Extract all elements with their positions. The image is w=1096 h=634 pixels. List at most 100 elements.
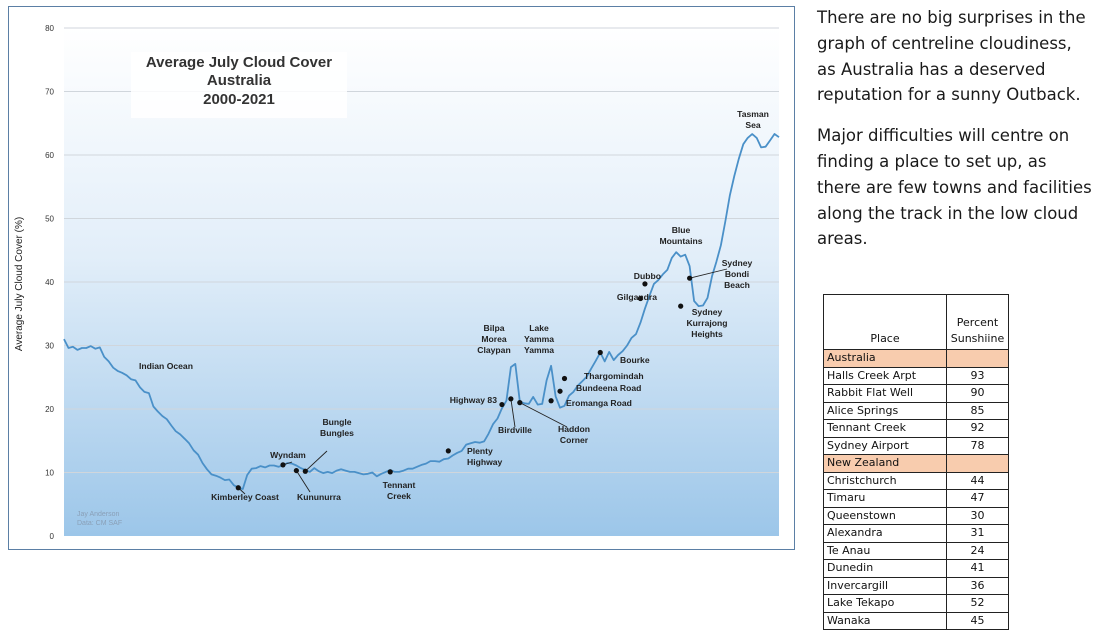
sunshine-value-cell: 78 <box>946 436 1009 455</box>
annotation: Highway 83 <box>450 395 505 408</box>
chart-title-line-1: Average July Cloud Cover <box>146 54 332 71</box>
y-tick-label: 20 <box>45 405 54 414</box>
commentary-paragraph-1: There are no big surprises in the graph … <box>817 8 1086 105</box>
annotation-label: Sydney <box>722 258 753 268</box>
group-empty-cell <box>946 349 1009 368</box>
y-tick-label: 70 <box>45 88 54 97</box>
annotation-label: Corner <box>560 435 589 445</box>
annotation-label: Plenty <box>467 446 493 456</box>
y-tick-label: 0 <box>50 532 55 541</box>
sunshine-value-cell: 41 <box>946 559 1009 578</box>
table-row: Christchurch 44 <box>823 471 1009 490</box>
sunshine-value-cell: 45 <box>946 611 1009 630</box>
annotation-label: Highway 83 <box>450 395 498 405</box>
chart-title-line-2: Australia <box>207 72 272 89</box>
place-cell: Lake Tekapo <box>823 594 947 613</box>
annotation-label: Bungles <box>320 428 354 438</box>
place-cell: Timaru <box>823 489 947 508</box>
table-row: Invercargill 36 <box>823 576 1009 595</box>
annotation: Dubbo <box>634 271 661 287</box>
table-row: Lake Tekapo 52 <box>823 594 1009 613</box>
annotation-label: Yamma <box>524 345 554 355</box>
annotation-marker <box>687 275 693 281</box>
credit-author: Jay Anderson <box>77 511 120 518</box>
annotation-label: Dubbo <box>634 271 661 281</box>
annotation-label: Haddon <box>558 424 590 434</box>
place-cell: Christchurch <box>823 471 947 490</box>
header-percent-sunshine: Percent Sunshiine <box>946 294 1009 350</box>
place-cell: Dunedin <box>823 559 947 578</box>
annotation: Indian Ocean <box>139 361 193 371</box>
annotation-marker <box>642 281 648 287</box>
annotation-marker <box>235 485 241 491</box>
title-backdrop <box>131 52 347 118</box>
place-cell: Queenstown <box>823 506 947 525</box>
annotation: Eromanga Road <box>548 398 632 408</box>
annotation-marker <box>508 396 514 402</box>
table-row: Queenstown 30 <box>823 506 1009 525</box>
credit-source: Data: CM SAF <box>77 520 122 527</box>
table-header-row: Place Percent Sunshiine <box>823 294 1009 350</box>
annotation-label: Yamma <box>524 334 554 344</box>
commentary-text: There are no big surprises in the graph … <box>817 5 1092 267</box>
sunshine-value-cell: 24 <box>946 541 1009 560</box>
sunshine-value-cell: 85 <box>946 401 1009 420</box>
annotation-label: Birdville <box>498 425 532 435</box>
sunshine-table: Place Percent Sunshiine Australia Halls C… <box>823 294 1009 630</box>
commentary-paragraph-2: Major difficulties will centre on findin… <box>817 126 1092 249</box>
place-cell: Te Anau <box>823 541 947 560</box>
annotation-marker <box>517 400 523 406</box>
annotation-label: Bungle <box>322 417 351 427</box>
sunshine-value-cell: 30 <box>946 506 1009 525</box>
annotation-label: Blue <box>672 225 691 235</box>
annotation-label: Tasman <box>737 109 769 119</box>
header-value-line-2: Sunshiine <box>950 332 1005 345</box>
annotation-leader <box>519 402 568 428</box>
annotation-label: Sea <box>745 120 761 130</box>
annotation-label: Eromanga Road <box>566 398 632 408</box>
place-cell: Wanaka <box>823 611 947 630</box>
annotation-label: Beach <box>724 280 750 290</box>
annotation-label: Kimberley Coast <box>211 492 279 502</box>
table-row: Alexandra 31 <box>823 524 1009 543</box>
annotation-label: Bondi <box>725 269 749 279</box>
annotation-label: Creek <box>387 491 411 501</box>
group-name-cell: Australia <box>823 349 947 368</box>
annotation-label: Kurrajong <box>686 318 727 328</box>
annotation-leader <box>305 450 328 472</box>
place-cell: Alexandra <box>823 524 947 543</box>
cloud-cover-series-line <box>63 133 780 490</box>
place-cell: Invercargill <box>823 576 947 595</box>
annotation-marker <box>557 388 563 394</box>
cloud-cover-chart-panel: 0 10 20 30 40 50 60 70 80 Average July Cloud Cov… <box>8 6 795 550</box>
table-row: Wanaka 45 <box>823 611 1009 630</box>
annotation: Gilgandra <box>617 292 657 302</box>
sunshine-value-cell: 47 <box>946 489 1009 508</box>
annotation-label: Sydney <box>692 307 723 317</box>
table-row: Sydney Airport 78 <box>823 436 1009 455</box>
annotation-label: Highway <box>467 457 503 467</box>
annotation: Bundeena Road <box>557 383 641 394</box>
group-empty-cell <box>946 454 1009 473</box>
table-group-row: Australia <box>823 349 1009 368</box>
header-place: Place <box>823 294 947 350</box>
annotation: Kununurra <box>293 467 341 502</box>
annotation: Bourke <box>597 349 650 365</box>
annotation-leader <box>295 470 311 493</box>
table-row: Te Anau 24 <box>823 541 1009 560</box>
annotation-label: Claypan <box>477 345 510 355</box>
annotation-marker <box>637 295 644 302</box>
y-tick-label: 40 <box>45 278 54 287</box>
annotation-marker <box>499 401 505 408</box>
annotation-marker <box>445 448 451 454</box>
annotation-leader <box>510 398 516 428</box>
sunshine-value-cell: 93 <box>946 366 1009 385</box>
annotation-label: Heights <box>691 329 723 339</box>
annotation-label: Morea <box>481 334 507 344</box>
